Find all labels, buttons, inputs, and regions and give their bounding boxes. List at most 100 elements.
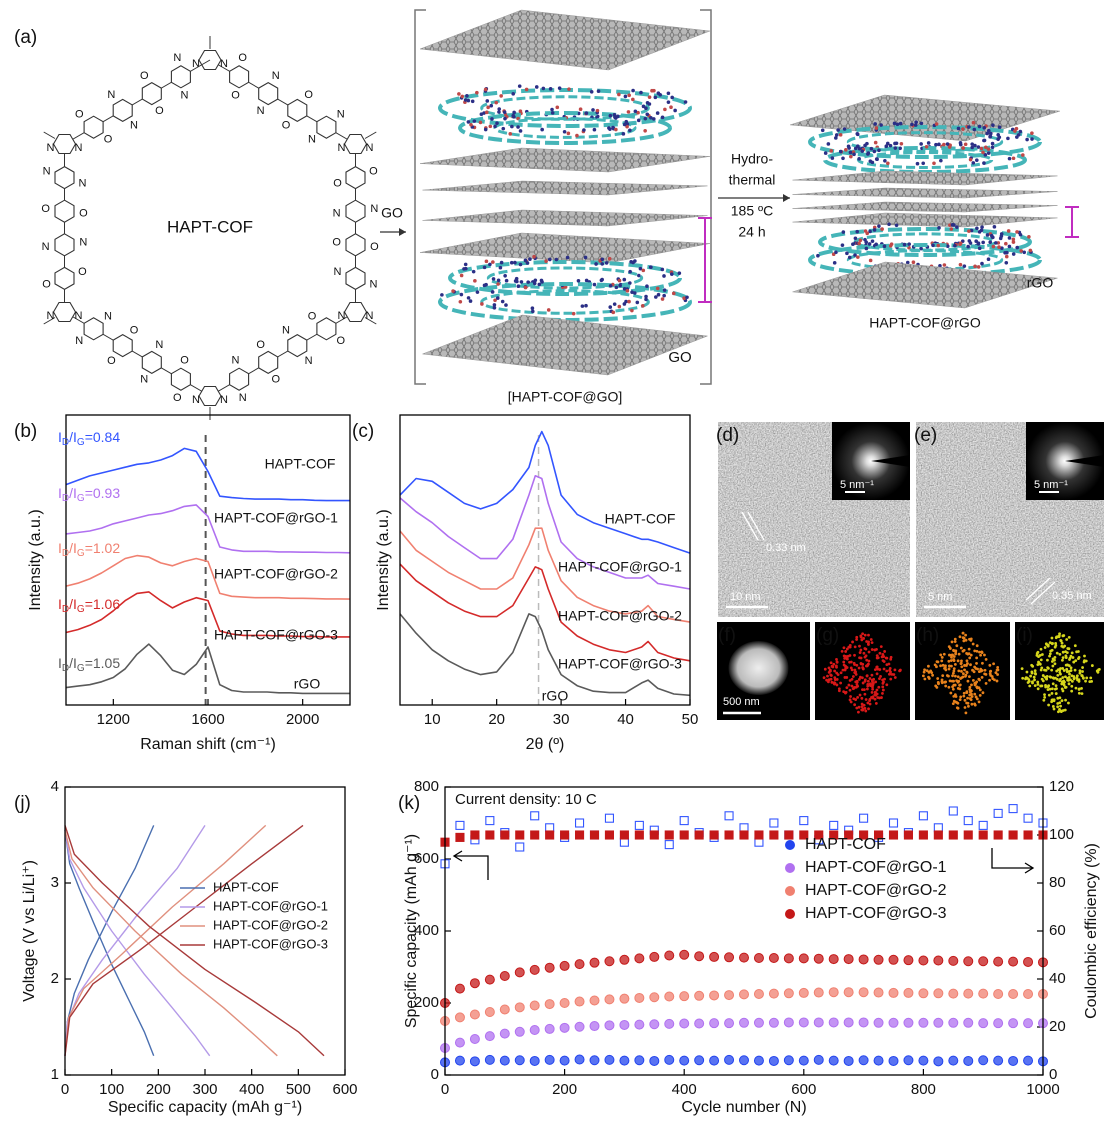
atom-dot — [832, 261, 837, 265]
map-dot — [867, 659, 871, 663]
y-tick-label: 3 — [51, 874, 59, 891]
map-dot — [1065, 638, 1069, 641]
map-dot — [953, 674, 957, 678]
map-dot — [855, 638, 858, 641]
map-dot — [1059, 709, 1063, 713]
efficiency-point — [634, 830, 644, 840]
capacity-point — [469, 1056, 480, 1067]
map-dot — [939, 664, 942, 668]
efficiency-point — [724, 811, 734, 821]
map-dot — [1058, 670, 1062, 674]
capacity-point — [873, 1017, 884, 1028]
efficiency-point — [948, 806, 958, 816]
atom-n: N — [173, 52, 181, 64]
atom-dot — [980, 261, 984, 266]
ring — [52, 133, 77, 155]
atom-dot — [670, 272, 674, 276]
ring — [54, 199, 75, 223]
series-line — [399, 430, 691, 554]
ratio-label: ID/IG=0.84 — [58, 429, 120, 448]
map-dot — [844, 650, 848, 653]
atom-dot — [914, 120, 918, 124]
map-dot — [881, 678, 884, 682]
map-dot — [1067, 701, 1070, 705]
atom-dot — [547, 257, 552, 262]
atom-dot — [660, 297, 665, 301]
atom-n: N — [337, 109, 345, 121]
efficiency-point — [530, 811, 540, 821]
inset-scale: 5 nm⁻¹ — [1034, 479, 1068, 491]
atom-dot — [982, 126, 987, 130]
atom-dot — [853, 236, 858, 241]
atom-dot — [894, 223, 899, 228]
atom-o: O — [42, 279, 51, 291]
map-dot — [963, 668, 966, 672]
atom-dot — [490, 117, 494, 121]
atom-n: N — [42, 241, 50, 253]
graphene-sheet — [792, 201, 1058, 213]
capacity-point — [783, 953, 794, 964]
map-dot — [866, 682, 870, 686]
atom-dot — [599, 278, 604, 283]
map-dot — [867, 650, 871, 654]
capacity-point — [768, 1017, 779, 1028]
map-dot — [923, 668, 926, 672]
atom-dot — [997, 135, 1002, 140]
map-dot — [965, 701, 969, 705]
series-line — [65, 591, 350, 638]
scale-label: 10 nm — [730, 591, 761, 603]
map-dot — [948, 679, 952, 683]
capacity-point — [529, 1000, 540, 1011]
map-dot — [970, 683, 973, 687]
atom-dot — [1022, 250, 1027, 255]
capacity-point — [903, 1055, 914, 1066]
atom-dot — [847, 146, 851, 150]
atom-dot — [977, 124, 982, 129]
map-dot — [1070, 651, 1074, 655]
map-dot — [1069, 654, 1073, 658]
map-dot — [829, 674, 833, 677]
atom-dot — [1011, 252, 1016, 256]
atom-n: N — [140, 374, 148, 386]
efficiency-point — [844, 830, 854, 840]
map-dot — [952, 683, 956, 687]
map-dot — [977, 677, 981, 681]
map-dot — [858, 651, 862, 654]
map-dot — [865, 664, 868, 668]
map-dot — [968, 656, 972, 660]
plot-frame — [399, 414, 691, 706]
map-dot — [844, 690, 848, 694]
map-dot — [1021, 676, 1025, 680]
map-dot — [953, 637, 957, 641]
inset-scale: 5 nm⁻¹ — [840, 479, 874, 491]
atom-n: N — [232, 354, 240, 366]
series-label: HAPT-COF@rGO-1 — [558, 559, 682, 575]
efficiency-point — [619, 830, 629, 840]
ratio-label: ID/IG=1.06 — [58, 596, 120, 615]
atom-dot — [550, 107, 554, 112]
panel-label: (k) — [398, 793, 420, 814]
atom-dot — [533, 278, 538, 283]
atom-dot — [493, 298, 497, 303]
capacity-point — [664, 991, 675, 1002]
efficiency-point — [470, 830, 480, 840]
x-tick-label: 600 — [791, 1081, 816, 1098]
y2-tick-label: 20 — [1049, 1018, 1066, 1035]
efficiency-point — [993, 808, 1003, 818]
atom-dot — [565, 255, 570, 260]
atom-dot — [1018, 129, 1023, 134]
map-dot — [861, 681, 865, 685]
map-dot — [936, 677, 940, 680]
map-dot — [875, 665, 879, 669]
atom-dot — [482, 111, 486, 115]
map-dot — [963, 698, 967, 702]
map-dot — [1061, 634, 1065, 638]
atom-dot — [877, 148, 881, 153]
atom-dot — [919, 142, 923, 146]
y-axis-title: Specific capacity (mAh g⁻¹) — [403, 834, 420, 1028]
atom-dot — [502, 110, 507, 114]
atom-dot — [484, 110, 489, 115]
efficiency-point — [574, 830, 585, 840]
map-dot — [1081, 666, 1084, 669]
map-dot — [1064, 698, 1067, 702]
